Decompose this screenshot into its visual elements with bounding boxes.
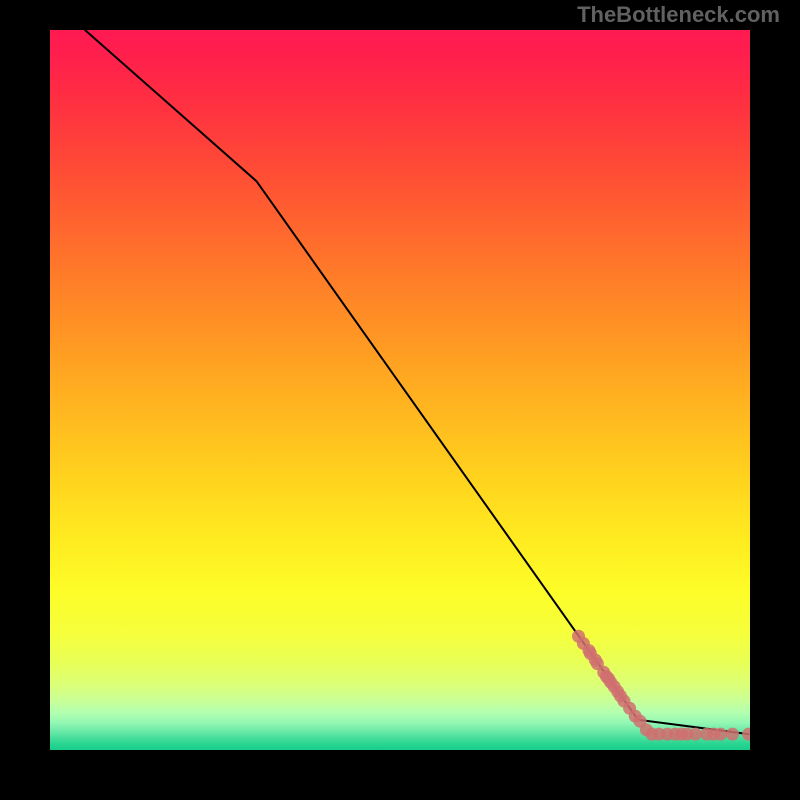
gradient-background	[50, 30, 750, 750]
chart-svg	[50, 30, 750, 750]
watermark-text: TheBottleneck.com	[577, 2, 780, 28]
data-marker	[714, 728, 727, 741]
data-marker	[689, 728, 702, 741]
data-marker	[726, 728, 739, 741]
chart-container: TheBottleneck.com	[0, 0, 800, 800]
plot-area	[50, 30, 750, 750]
